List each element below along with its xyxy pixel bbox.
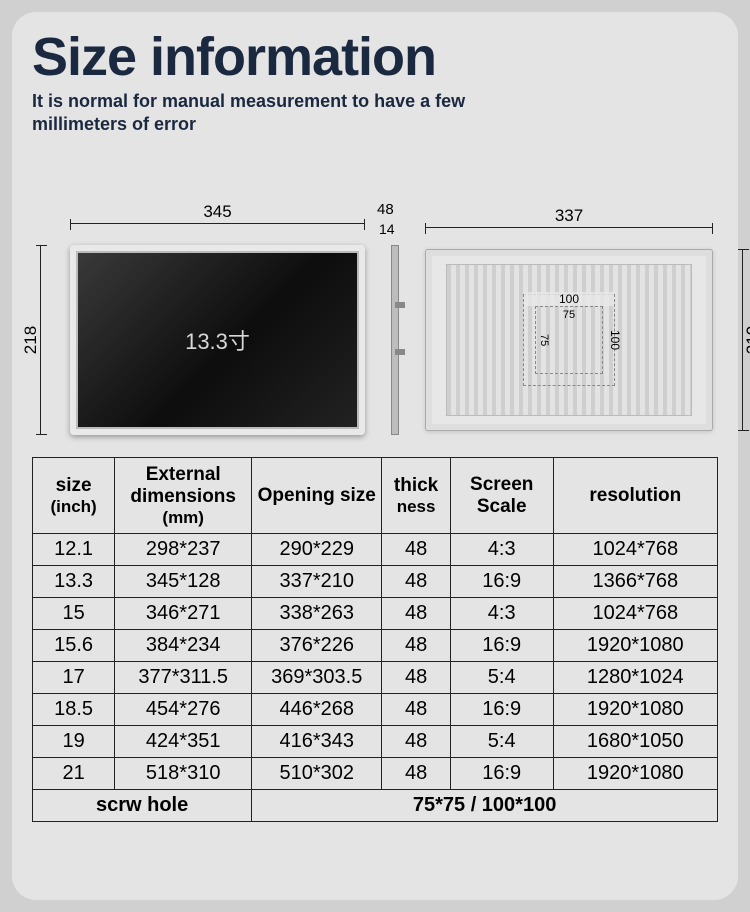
table-row: 21518*310510*3024816:91920*1080 [33,758,718,790]
table-row: 19424*351416*343485:41680*1050 [33,726,718,758]
screen-size-label: 13.3寸 [185,324,250,356]
cell-size: 15.6 [33,630,115,662]
cell-open: 416*343 [252,726,382,758]
back-height-dim: 210 [742,249,743,431]
screw-hole-value: 75*75 / 100*100 [252,790,718,822]
cell-res: 1920*1080 [553,630,717,662]
screw-hole-label: scrw hole [33,790,252,822]
th-scale: Screen Scale [450,458,553,534]
th-open: Opening size [252,458,382,534]
page-subtitle: It is normal for manual measurement to h… [32,90,512,135]
cell-res: 1280*1024 [553,662,717,694]
cell-res: 1024*768 [553,598,717,630]
screen-front: 13.3寸 [70,245,365,435]
cell-size: 21 [33,758,115,790]
cell-size: 13.3 [33,566,115,598]
cell-scale: 16:9 [450,566,553,598]
cell-scale: 5:4 [450,662,553,694]
cell-res: 1024*768 [553,534,717,566]
back-height-value: 210 [743,326,750,354]
cell-scale: 5:4 [450,726,553,758]
cell-open: 376*226 [252,630,382,662]
cell-thick: 48 [382,566,451,598]
cell-thick: 48 [382,662,451,694]
vesa-75-v: 75 [538,295,550,385]
front-view: 345 218 13.3寸 [70,245,365,435]
cell-open: 446*268 [252,694,382,726]
cell-res: 1366*768 [553,566,717,598]
cell-size: 12.1 [33,534,115,566]
cell-thick: 48 [382,758,451,790]
table-header-row: size(inch) External dimensions(mm) Openi… [33,458,718,534]
table-row: 15346*271338*263484:31024*768 [33,598,718,630]
back-view: 337 210 100 100 75 75 [425,249,713,431]
th-size: size(inch) [33,458,115,534]
table-row: 12.1298*237290*229484:31024*768 [33,534,718,566]
cell-size: 18.5 [33,694,115,726]
cell-open: 510*302 [252,758,382,790]
cell-scale: 4:3 [450,598,553,630]
cell-size: 19 [33,726,115,758]
cell-open: 290*229 [252,534,382,566]
th-ext: External dimensions(mm) [115,458,252,534]
table-footer-row: scrw hole 75*75 / 100*100 [33,790,718,822]
table-row: 13.3345*128337*2104816:91366*768 [33,566,718,598]
dimension-diagram: 345 218 13.3寸 48 14 337 210 1 [32,165,718,435]
cell-thick: 48 [382,694,451,726]
cell-res: 1920*1080 [553,758,717,790]
cell-open: 369*303.5 [252,662,382,694]
cell-ext: 454*276 [115,694,252,726]
side-inset-value: 14 [379,221,395,237]
cell-size: 15 [33,598,115,630]
cell-res: 1920*1080 [553,694,717,726]
vesa-mount-outer: 100 100 75 75 [523,294,615,386]
table-row: 18.5454*276446*2684816:91920*1080 [33,694,718,726]
back-width-value: 337 [555,206,583,226]
th-res: resolution [553,458,717,534]
size-table: size(inch) External dimensions(mm) Openi… [32,457,718,822]
side-profile [391,245,399,435]
front-width-value: 345 [203,202,231,222]
cell-thick: 48 [382,598,451,630]
cell-ext: 346*271 [115,598,252,630]
cell-thick: 48 [382,534,451,566]
cell-size: 17 [33,662,115,694]
front-width-dim: 345 [70,223,365,224]
cell-scale: 16:9 [450,694,553,726]
cell-open: 337*210 [252,566,382,598]
cell-res: 1680*1050 [553,726,717,758]
table-row: 15.6384*234376*2264816:91920*1080 [33,630,718,662]
side-depth-value: 48 [377,201,394,218]
cell-scale: 4:3 [450,534,553,566]
back-width-dim: 337 [425,227,713,228]
info-panel: Size information It is normal for manual… [12,12,738,900]
th-thick: thickness [382,458,451,534]
cell-ext: 424*351 [115,726,252,758]
cell-ext: 377*311.5 [115,662,252,694]
cell-open: 338*263 [252,598,382,630]
table-row: 17377*311.5369*303.5485:41280*1024 [33,662,718,694]
cell-ext: 384*234 [115,630,252,662]
cell-scale: 16:9 [450,630,553,662]
front-height-value: 218 [21,326,41,354]
cell-thick: 48 [382,726,451,758]
cell-ext: 345*128 [115,566,252,598]
front-height-dim: 218 [40,245,41,435]
cell-thick: 48 [382,630,451,662]
cell-ext: 298*237 [115,534,252,566]
back-plate: 100 100 75 75 [425,249,713,431]
side-view: 48 14 [379,245,411,435]
page-title: Size information [32,30,718,84]
cell-ext: 518*310 [115,758,252,790]
cell-scale: 16:9 [450,758,553,790]
